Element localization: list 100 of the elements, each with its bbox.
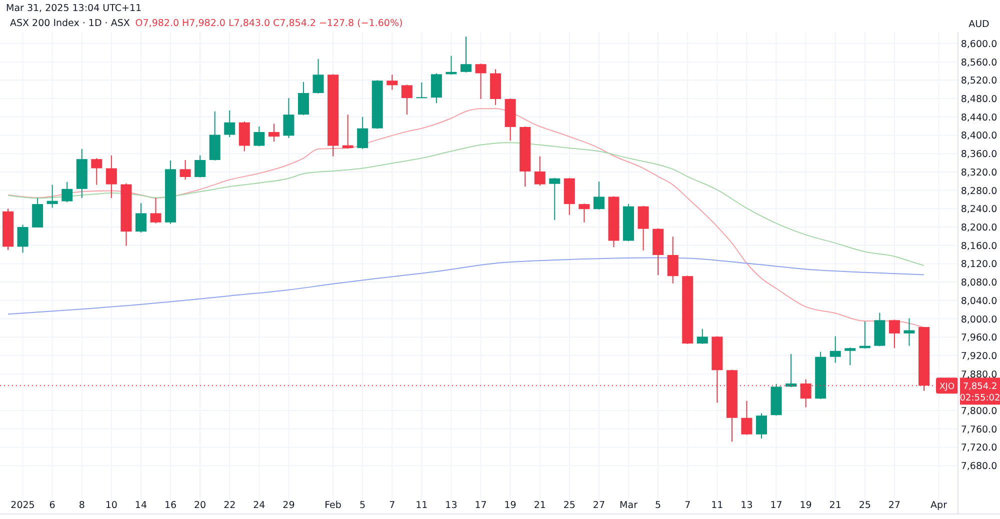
candlestick [268,123,280,142]
x-tick-label: 25 [858,500,871,511]
x-tick-label: 22 [224,500,236,511]
candlestick [888,319,900,349]
candlestick [238,120,250,152]
candlestick [830,336,841,364]
line-series [8,142,924,266]
x-tick-label: Mar [620,500,638,511]
x-tick-label: 13 [445,500,458,511]
x-tick-label: 5 [360,500,366,511]
y-tick-label: 8,360.0 [960,149,998,160]
candlestick [91,158,102,186]
x-tick-label: 13 [740,500,753,511]
x-tick-label: 2025 [10,500,35,511]
y-tick-label: 8,280.0 [960,186,998,197]
x-tick-label: 25 [563,500,576,511]
x-tick-label: 27 [592,500,606,511]
candlestick [180,160,191,180]
x-tick-label: 7 [684,500,691,511]
y-tick-label: 7,920.0 [960,350,998,362]
y-tick-label: 7,960.0 [960,332,998,344]
x-tick-label: 11 [711,500,724,511]
x-tick-label: 21 [534,500,546,511]
y-tick-label: 7,800.0 [960,406,998,418]
y-tick-label: 8,480.0 [960,94,998,106]
candlestick [62,182,73,203]
x-tick-label: Feb [324,500,342,511]
candlestick [667,236,678,284]
candlestick [475,63,486,100]
candlestick [386,74,398,90]
y-tick-label: 8,400.0 [960,130,998,142]
y-tick-label: 8,120.0 [960,259,998,270]
y-tick-label: 8,560.0 [960,57,998,68]
y-tick-label: 7,880.0 [960,369,998,380]
candlestick [593,181,604,210]
candlestick [357,116,368,150]
candlestick [756,412,767,440]
y-tick-label: 7,720.0 [960,442,998,454]
y-tick-label: 8,320.0 [960,167,998,178]
candlestick [32,198,44,228]
x-tick-label: 17 [770,500,782,511]
x-tick-label: Apr [930,500,948,511]
x-tick-label: 10 [105,500,118,511]
y-tick-label: 8,440.0 [960,112,998,124]
candlestick [578,203,590,223]
candlestick [342,114,354,150]
y-tick-label: 7,680.0 [960,461,998,472]
candlestick [106,154,117,199]
x-tick-label: 7 [389,500,396,511]
candlestick [254,126,265,147]
candlestick [194,154,206,178]
candlestick [741,400,752,436]
text: AUD [968,19,990,30]
candlestick [150,198,162,224]
candlestick [17,224,28,254]
y-tick-label: 8,200.0 [960,222,998,234]
candlestick [549,177,560,221]
x-tick-label: 19 [504,500,516,511]
text: Mar 31, 2025 13:04 UTC+11 [6,3,142,14]
chart-title: ASX 200 Index · 1D · ASX [10,18,130,29]
candlestick [312,58,324,94]
candlestick [460,36,472,73]
y-tick-label: 8,520.0 [960,76,998,87]
candlestick [46,184,58,208]
y-tick-label: 8,080.0 [960,278,998,289]
x-tick-label: 14 [134,500,148,511]
candlestick [638,205,649,251]
candlestick [430,72,442,104]
y-tick-label: 7,760.0 [960,424,998,436]
candlestick [416,82,428,99]
candlestick [844,347,856,366]
y-tick-label: 8,240.0 [960,204,998,216]
y-tick-label: 8,160.0 [960,240,998,252]
x-tick-label: 16 [164,500,177,511]
x-tick-label: 6 [49,500,56,511]
chart-subtitle: O7,982.0 H7,982.0 L7,843.0 C7,854.2 −127.8 (−1.60%) [135,18,403,29]
candlestick [224,110,236,138]
line-series [8,257,924,315]
y-tick-label: 8,600.0 [960,38,998,50]
candlestick [696,328,708,344]
candlestick [135,202,146,234]
candlestick [534,156,546,186]
candlestick [904,318,915,346]
x-tick-label: 29 [282,500,295,511]
text: 02:55:02 [960,394,1000,404]
x-tick-label: 8 [78,500,85,511]
candlestick [401,84,412,116]
x-tick-label: 17 [474,500,487,511]
x-tick-label: 27 [888,500,900,511]
y-tick-label: 8,040.0 [960,296,998,307]
text: 7,854.2 [962,382,998,392]
x-tick-label: 20 [194,500,206,511]
ref-line-label: XJO [939,382,955,392]
x-tick-label: 21 [829,500,842,511]
y-tick-label: 8,000.0 [960,314,998,326]
x-tick-label: 5 [655,500,662,511]
candlestick [298,82,309,116]
x-tick-label: 19 [800,500,812,511]
x-tick-label: 11 [416,500,428,511]
candlestick [283,98,294,138]
